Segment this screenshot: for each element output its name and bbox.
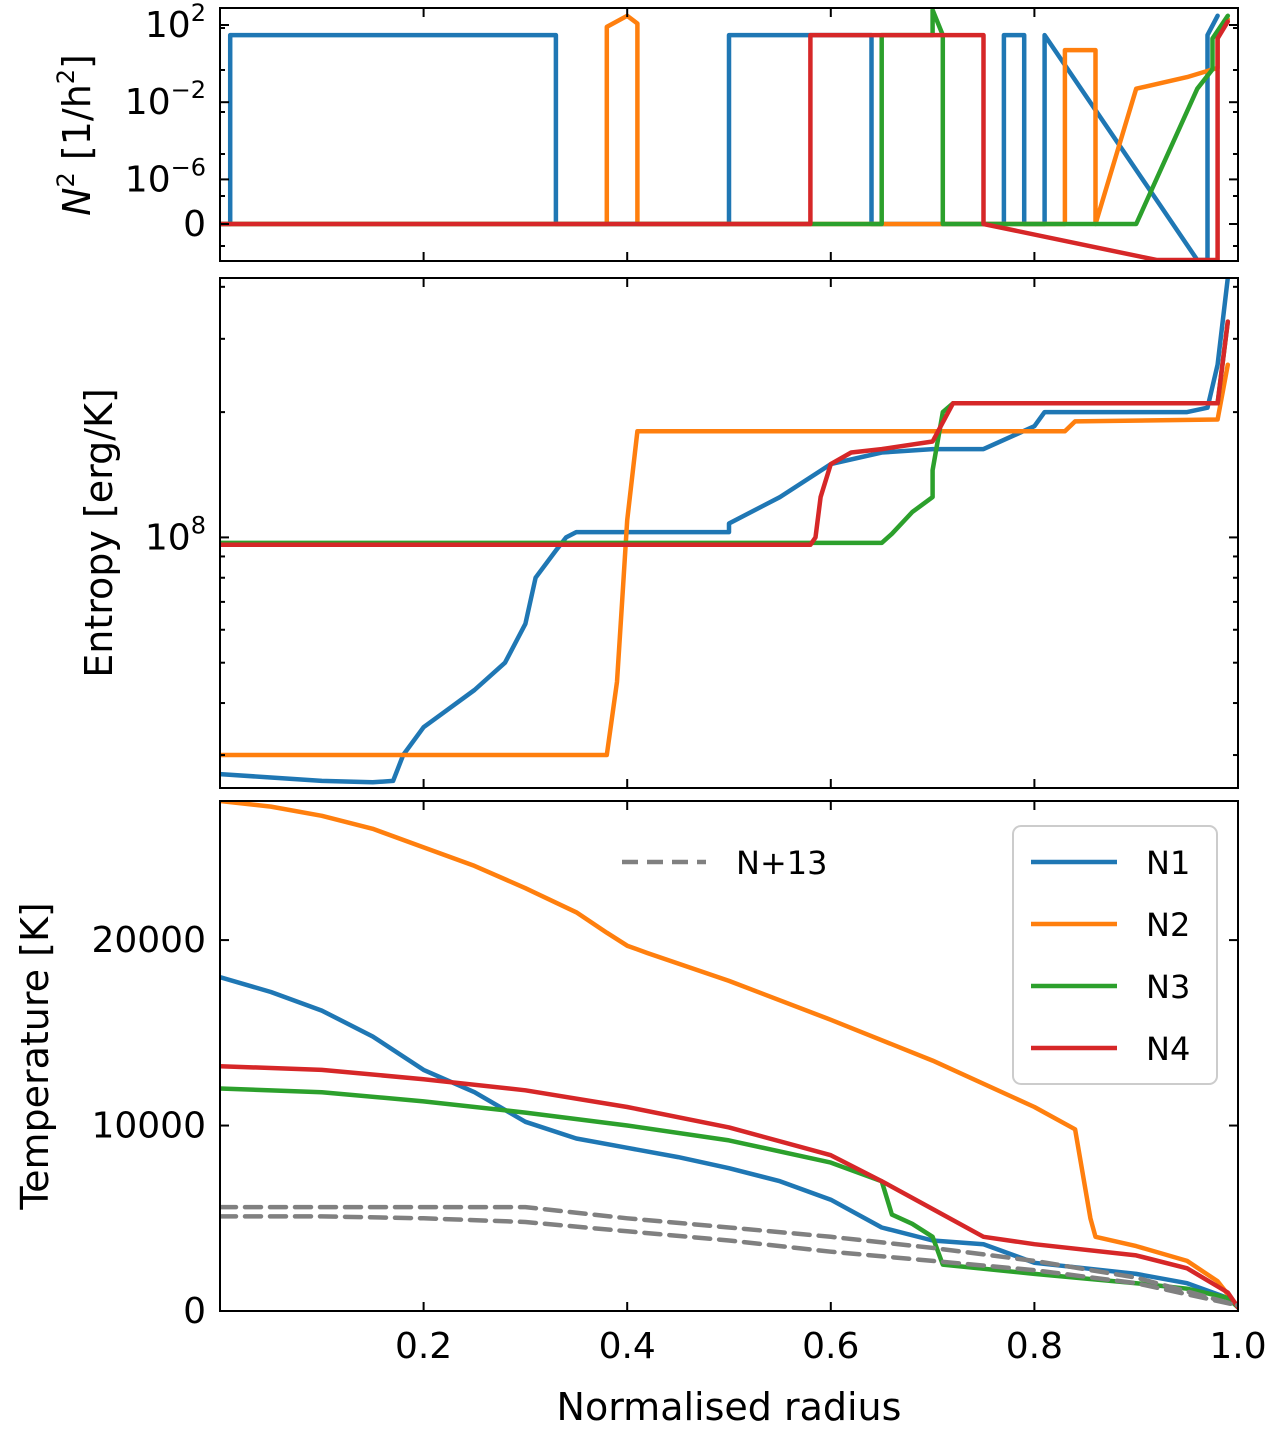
n2-y-axis-label: N2 [1/h2] <box>52 54 99 216</box>
temperature-y-ticks: 0 10000 20000 <box>91 920 1238 1332</box>
entropy-y-axis-label: Entropy [erg/K] <box>77 388 121 678</box>
entropy-line-n4 <box>220 319 1231 548</box>
n2-ytick-label: 10−6 <box>125 153 206 200</box>
n2-line-n2 <box>220 13 1231 227</box>
legend-label-n3: N3 <box>1146 968 1190 1006</box>
xtick-label: 0.4 <box>599 1326 656 1367</box>
n2-ytick-label: 10−2 <box>125 76 206 123</box>
n2-panel: 102 10−2 10−60 N2 [1/h2] <box>52 0 1239 262</box>
temperature-ytick-label: 10000 <box>91 1106 206 1147</box>
x-axis-label: Normalised radius <box>557 1385 902 1429</box>
n2-x-ticks <box>422 8 1239 261</box>
n2-line-n4 <box>220 19 1231 261</box>
temperature-line-n1 <box>220 974 1238 1310</box>
entropy-x-ticks <box>422 278 1239 788</box>
legend-label-n2: N2 <box>1146 906 1190 944</box>
entropy-panel: 108 Entropy [erg/K] <box>77 277 1239 789</box>
temperature-line-n4 <box>220 1063 1238 1310</box>
temperature-series-group <box>220 801 1238 1310</box>
entropy-series-group <box>220 278 1231 785</box>
xtick-label: 0.6 <box>802 1326 859 1367</box>
legend-n13-label: N+13 <box>736 844 827 882</box>
legend-label-n4: N4 <box>1146 1030 1190 1068</box>
entropy-y-ticks: 108 <box>145 285 1238 757</box>
xtick-label: 0.8 <box>1006 1326 1063 1367</box>
xtick-label: 0.2 <box>395 1326 452 1367</box>
temperature-panel: 0 10000 20000 0.2 0.4 0.6 0.8 1.0 Temperature … <box>13 800 1267 1429</box>
temperature-x-ticks: 0.2 0.4 0.6 0.8 1.0 <box>395 801 1267 1367</box>
legend-items: N1 N2 N3 N4 <box>1031 844 1190 1068</box>
entropy-line-n1 <box>220 278 1231 785</box>
temperature-line-n2 <box>220 801 1238 1310</box>
legend: N1 N2 N3 N4 <box>1012 825 1218 1085</box>
legend-frame <box>1012 825 1218 1085</box>
xtick-label: 1.0 <box>1209 1326 1266 1367</box>
n2-line-n3 <box>220 8 1231 227</box>
temperature-y-axis-label: Temperature [K] <box>13 902 57 1210</box>
temperature-panel-frame <box>219 800 1239 1312</box>
n2-ytick-label: 102 <box>145 0 206 46</box>
entropy-ytick-label: 108 <box>145 511 206 558</box>
temperature-ytick-label: 20000 <box>91 920 206 961</box>
n2-ytick-label: 0 <box>183 204 206 245</box>
temperature-line-n-13-a <box>220 1204 1238 1308</box>
n2-series-group <box>220 8 1231 261</box>
temperature-ytick-label: 0 <box>183 1291 206 1332</box>
entropy-panel-frame <box>219 277 1239 789</box>
legend-n13: N+13 <box>622 844 827 882</box>
temperature-line-n-13-b <box>220 1214 1238 1308</box>
entropy-line-n2 <box>220 362 1231 758</box>
n2-y-ticks: 102 10−2 10−60 <box>125 0 1238 247</box>
legend-label-n1: N1 <box>1146 844 1190 882</box>
n2-panel-frame <box>219 7 1239 262</box>
